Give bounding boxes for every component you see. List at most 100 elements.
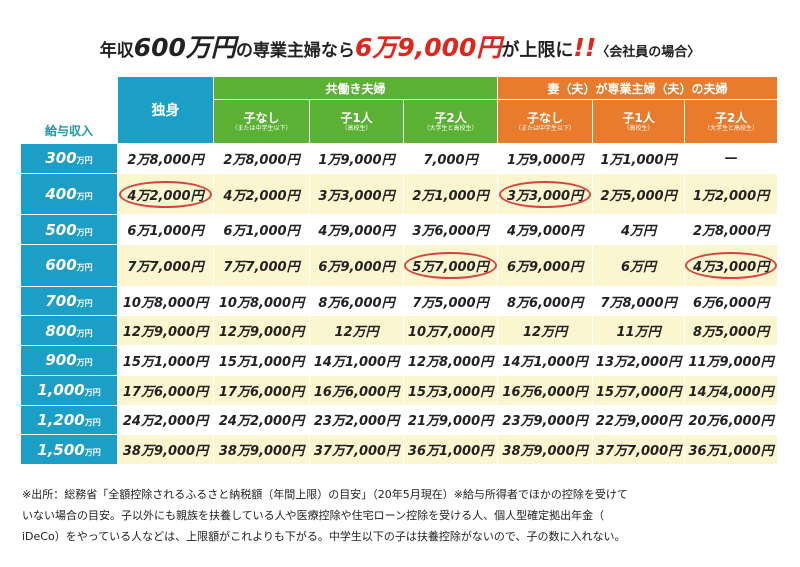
- subheader-dual-2: 子2人 （大学生と高校生）: [402, 99, 499, 144]
- income-value: 700: [45, 292, 77, 311]
- limit-value: 37万7,000円: [313, 444, 400, 460]
- subheader-homemaker-0: 子なし （または中学生以下）: [497, 99, 594, 144]
- limit-value: 8万5,000円: [692, 325, 770, 341]
- income-unit: 万円: [76, 358, 93, 368]
- table-row: 700万円 10万8,000円 10万8,000円 8万6,000円 7万5,000円 8…: [20, 285, 779, 317]
- circled-limit-value: 4万2,000円: [119, 180, 212, 208]
- limit-value: 2万5,000円: [600, 188, 677, 204]
- limit-value: 17万6,000円: [218, 384, 305, 400]
- limit-value: 14万1,000円: [313, 354, 400, 370]
- limit-value: —: [724, 150, 738, 166]
- table-row: 400万円 4万2,000円 4万2,000円 3万3,000円 2万1,000円 3万3…: [20, 172, 779, 216]
- income-row-header: 400万円: [20, 172, 118, 216]
- income-value: 600: [45, 256, 77, 275]
- limit-cell: 15万1,000円: [117, 345, 214, 376]
- dual-income-group-header: 共働き夫婦: [212, 76, 499, 100]
- limit-cell: 1万9,000円: [309, 143, 404, 174]
- limit-cell: 6万9,000円: [497, 244, 594, 287]
- table-row: 500万円 6万1,000円 6万1,000円 4万9,000円 3万6,000円 4万9…: [20, 214, 779, 246]
- limit-value: 1万1,000円: [600, 152, 677, 168]
- subheader-homemaker-1: 子1人 （高校生）: [592, 99, 686, 144]
- income-value: 1,200: [37, 410, 85, 429]
- limit-cell: 24万2,000円: [213, 404, 310, 436]
- income-unit: 万円: [84, 388, 101, 398]
- limit-value: 15万7,000円: [595, 384, 682, 400]
- limit-value: 4万9,000円: [506, 224, 584, 240]
- circled-limit-value: 5万7,000円: [404, 251, 497, 279]
- title-exclamation: !!: [573, 33, 597, 62]
- limit-cell: 23万9,000円: [497, 404, 594, 436]
- limit-cell: 3万3,000円: [309, 172, 404, 216]
- limit-value: 10万8,000円: [218, 295, 305, 311]
- limit-value: 6万円: [621, 259, 657, 275]
- income-value: 1,500: [37, 440, 85, 459]
- limit-value: 37万7,000円: [595, 444, 682, 460]
- income-unit: 万円: [76, 263, 93, 273]
- homemaker-group-header: 妻（夫）が専業主婦（夫）の夫婦: [497, 76, 779, 100]
- limit-cell: 4万3,000円: [684, 244, 779, 287]
- limit-value: 23万2,000円: [313, 414, 400, 430]
- limit-value: 4万2,000円: [223, 188, 300, 204]
- limit-value: 14万4,000円: [688, 384, 774, 400]
- limit-cell: 24万2,000円: [117, 404, 214, 436]
- limit-value: 2万8,000円: [692, 224, 770, 240]
- limit-cell: 2万8,000円: [117, 143, 214, 174]
- limit-cell: 14万4,000円: [684, 374, 779, 406]
- income-row-header: 700万円: [20, 285, 118, 317]
- limit-value: 16万6,000円: [502, 384, 588, 400]
- limit-cell: 12万円: [497, 315, 594, 347]
- limit-value: 24万2,000円: [122, 414, 209, 430]
- limit-cell: 16万6,000円: [497, 374, 594, 406]
- limit-cell: 1万2,000円: [684, 172, 779, 216]
- limit-cell: 8万6,000円: [497, 285, 594, 317]
- limit-cell: 7万5,000円: [402, 285, 499, 317]
- limit-value: 20万6,000円: [688, 414, 774, 430]
- limit-value: 12万9,000円: [218, 325, 305, 341]
- table-row: 800万円 12万9,000円 12万9,000円 12万円 10万7,000円 12万円…: [20, 315, 779, 347]
- limit-value: 38万9,000円: [122, 444, 209, 460]
- limit-cell: 37万7,000円: [592, 434, 686, 465]
- title-note: 〈会社員の場合〉: [596, 45, 701, 60]
- limit-cell: 12万円: [309, 315, 404, 347]
- limit-value: 1万2,000円: [692, 188, 770, 204]
- limit-value: 6万6,000円: [692, 295, 770, 311]
- limit-value: 1万9,000円: [506, 152, 584, 168]
- limit-cell: 12万8,000円: [402, 345, 499, 376]
- limit-cell: 14万1,000円: [309, 345, 404, 376]
- limit-cell: 38万9,000円: [117, 434, 214, 465]
- income-value: 900: [45, 351, 77, 370]
- limit-value: 16万6,000円: [313, 384, 400, 400]
- income-unit: 万円: [76, 328, 93, 338]
- title-part-upper-limit: が上限に: [501, 40, 574, 61]
- limit-value: 36万1,000円: [688, 444, 774, 460]
- subheader-dual-0: 子なし （または中学生以下）: [213, 99, 310, 144]
- income-value: 300: [45, 149, 77, 168]
- limit-cell: 4万9,000円: [309, 214, 404, 246]
- limit-cell: 15万1,000円: [213, 345, 310, 376]
- limit-cell: 15万3,000円: [402, 374, 499, 406]
- limit-cell: 8万5,000円: [684, 315, 779, 347]
- limit-value: 3万3,000円: [318, 188, 395, 204]
- limit-cell: 3万3,000円: [497, 172, 594, 216]
- limit-cell: 7万7,000円: [213, 244, 310, 287]
- subheader-label: 子2人: [714, 110, 748, 125]
- limit-cell: 8万6,000円: [309, 285, 404, 317]
- limit-cell: 10万8,000円: [117, 285, 214, 317]
- subheader-label: 子なし: [243, 110, 280, 125]
- circled-limit-value: 3万3,000円: [498, 180, 592, 208]
- subheader-note: （または中学生以下）: [231, 124, 292, 132]
- furusato-limit-table: 給与収入 独身 共働き夫婦 妻（夫）が専業主婦（夫）の夫婦 子なし （または中学生…: [20, 76, 779, 465]
- limit-cell: 15万7,000円: [592, 374, 686, 406]
- limit-value: 14万1,000円: [502, 354, 588, 370]
- title-part-limit-amount: 6万9,000円: [354, 33, 502, 62]
- page-title: 年収600万円の専業主婦なら6万9,000円が上限に!!〈会社員の場合〉: [0, 28, 800, 64]
- limit-cell: 20万6,000円: [684, 404, 779, 436]
- subheader-label: 子なし: [527, 110, 564, 125]
- limit-value: 12万9,000円: [122, 325, 209, 341]
- subheader-homemaker-2: 子2人 （大学生と高校生）: [684, 99, 779, 144]
- limit-cell: 38万9,000円: [497, 434, 594, 465]
- limit-cell: 37万7,000円: [309, 434, 404, 465]
- single-header: 独身: [117, 76, 214, 144]
- subheader-note: （高校生）: [341, 124, 372, 132]
- income-row-header: 600万円: [20, 244, 118, 287]
